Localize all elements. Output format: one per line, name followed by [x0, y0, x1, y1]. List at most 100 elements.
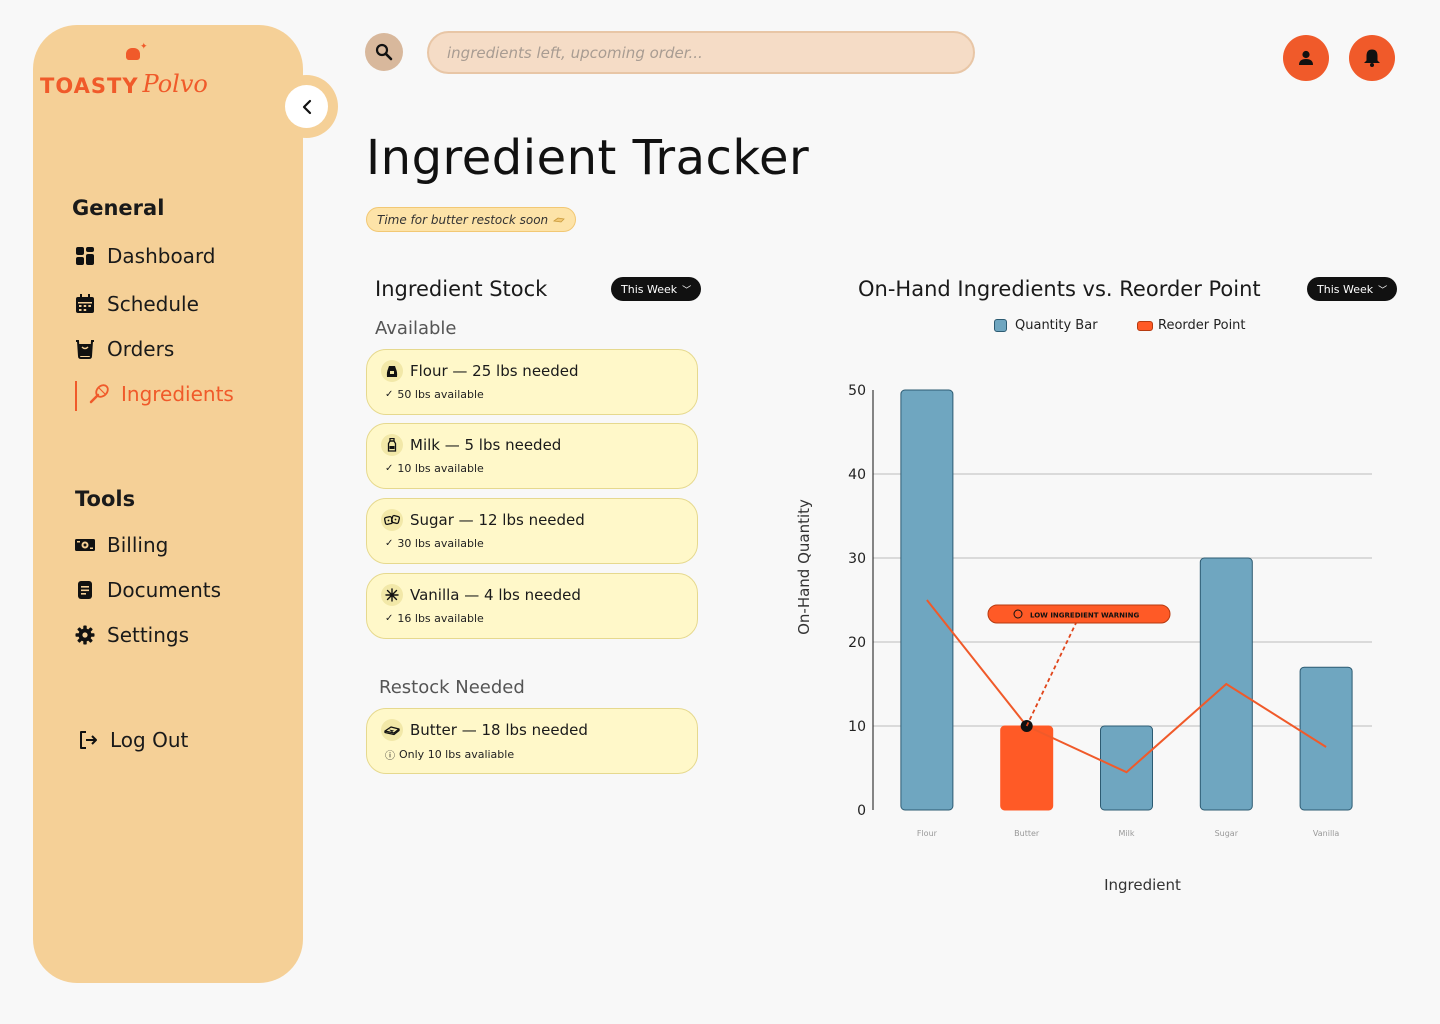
stock-period-dropdown[interactable]: This Week ﹀ — [611, 277, 702, 301]
logout-icon — [75, 727, 101, 753]
general-heading: General — [72, 196, 165, 220]
legend-label-reorder: Reorder Point — [1158, 318, 1246, 333]
bar-vanilla — [1299, 666, 1353, 811]
x-tick-label: Flour — [917, 829, 938, 838]
x-tick-label: Vanilla — [1313, 829, 1339, 838]
gear-icon — [72, 622, 98, 648]
sidebar-item-dashboard[interactable]: Dashboard — [72, 243, 216, 269]
calendar-icon — [72, 291, 98, 317]
ingredient-detail: 10 lbs available — [397, 462, 484, 475]
x-tick-label: Sugar — [1215, 829, 1239, 838]
ingredient-detail: 30 lbs available — [397, 537, 484, 550]
warning-icon — [1013, 609, 1023, 619]
y-tick-label: 50 — [848, 383, 866, 399]
sidebar-item-settings[interactable]: Settings — [72, 622, 189, 648]
bar-butter — [1000, 725, 1054, 811]
ingredient-name: Flour — 25 lbs needed — [410, 362, 579, 380]
restock-notice: Time for butter restock soon — [366, 207, 577, 232]
sidebar-item-label: Documents — [107, 578, 222, 602]
notifications-button[interactable] — [1349, 35, 1395, 81]
restock-heading: Restock Needed — [379, 677, 525, 698]
legend-quantity: Quantity Bar — [994, 318, 1098, 333]
brand-logo[interactable]: TOASTY ✦ Polvo — [40, 42, 208, 98]
sidebar-item-label: Billing — [107, 533, 169, 557]
money-icon — [72, 532, 98, 558]
available-heading: Available — [375, 318, 457, 339]
ingredient-card-milk[interactable]: Milk — 5 lbs needed ✓ 10 lbs available — [366, 423, 698, 489]
y-tick-label: 30 — [848, 551, 866, 567]
sidebar-item-label: Dashboard — [107, 244, 216, 268]
ingredient-card-flour[interactable]: Flour — 25 lbs needed ✓ 50 lbs available — [366, 349, 698, 415]
low-ingredient-warning-badge — [987, 604, 1171, 624]
chevron-left-icon — [302, 99, 311, 114]
logout-button[interactable]: Log Out — [75, 727, 188, 753]
sugar-cubes-icon — [381, 509, 403, 531]
ingredient-chart: LOW INGREDIENT WARNING 0 10 20 30 40 50 Flour B… — [795, 383, 1372, 894]
logout-label: Log Out — [110, 728, 189, 752]
sidebar-item-label: Orders — [107, 337, 175, 361]
ingredient-detail: Only 10 lbs avaliable — [399, 748, 515, 761]
chart-title: On-Hand Ingredients vs. Reorder Point — [858, 277, 1261, 301]
sidebar-item-label: Ingredients — [121, 382, 234, 406]
legend-reorder: Reorder Point — [1137, 318, 1246, 333]
active-indicator — [75, 381, 77, 411]
document-icon — [72, 577, 98, 603]
ingredient-card-sugar[interactable]: Sugar — 12 lbs needed ✓ 30 lbs available — [366, 498, 698, 564]
x-axis-title: Ingredient — [1104, 876, 1181, 894]
checkmark-icon: ✓ — [385, 389, 394, 400]
stock-title: Ingredient Stock — [375, 277, 548, 301]
sidebar-item-ingredients[interactable]: Ingredients — [86, 381, 234, 407]
checkmark-icon: ✓ — [385, 463, 394, 474]
search-icon — [375, 43, 393, 61]
flour-bag-icon — [381, 360, 403, 382]
y-tick-label: 0 — [857, 803, 866, 819]
sidebar-item-label: Schedule — [107, 292, 199, 316]
y-tick-label: 40 — [848, 467, 866, 483]
sidebar-item-orders[interactable]: Orders — [72, 336, 174, 362]
checkmark-icon: ✓ — [385, 613, 394, 624]
ingredient-name: Vanilla — 4 lbs needed — [410, 586, 581, 604]
legend-swatch-reorder — [1137, 320, 1153, 331]
search-button[interactable] — [365, 33, 403, 71]
ingredient-name: Milk — 5 lbs needed — [410, 436, 562, 454]
orders-icon — [72, 336, 98, 362]
page-title: Ingredient Tracker — [366, 130, 810, 186]
sidebar-item-documents[interactable]: Documents — [72, 577, 221, 603]
notice-text: Time for butter restock soon — [377, 212, 549, 227]
ingredient-name: Sugar — 12 lbs needed — [410, 511, 585, 529]
chevron-down-icon: ﹀ — [682, 285, 692, 296]
sidebar-item-schedule[interactable]: Schedule — [72, 291, 199, 317]
annotation-leader — [1025, 622, 1077, 727]
bar-milk — [1100, 725, 1153, 811]
checkmark-icon: ✓ — [385, 538, 394, 549]
dashboard-icon — [72, 243, 98, 269]
sparkle-icon: ✦ — [140, 42, 148, 52]
search-input[interactable] — [427, 31, 975, 74]
stock-period-label: This Week — [621, 282, 678, 296]
sidebar-item-billing[interactable]: Billing — [72, 532, 168, 558]
ingredient-card-vanilla[interactable]: Vanilla — 4 lbs needed ✓ 16 lbs available — [366, 573, 698, 639]
ingredient-detail: 50 lbs available — [397, 388, 484, 401]
butter-icon — [381, 719, 403, 741]
chart-period-dropdown[interactable]: This Week ﹀ — [1307, 277, 1398, 301]
brand-script: Polvo — [142, 70, 208, 98]
toast-icon — [126, 48, 140, 60]
brand-name: TOASTY — [40, 74, 139, 98]
annotation-text: LOW INGREDIENT WARNING — [1030, 612, 1140, 620]
y-tick-label: 10 — [848, 719, 866, 735]
whisk-icon — [86, 381, 112, 407]
chevron-down-icon: ﹀ — [1378, 285, 1388, 296]
tools-heading: Tools — [75, 487, 136, 511]
sidebar-item-label: Settings — [107, 623, 190, 647]
milk-bottle-icon — [381, 434, 403, 456]
profile-button[interactable] — [1283, 35, 1329, 81]
ingredient-detail: 16 lbs available — [397, 612, 484, 625]
ingredient-card-butter[interactable]: Butter — 18 lbs needed ⓘ Only 10 lbs aval… — [366, 708, 698, 774]
legend-label-quantity: Quantity Bar — [1015, 318, 1098, 333]
butter-icon — [553, 217, 565, 222]
y-tick-label: 20 — [848, 635, 866, 651]
y-axis-title: On-Hand Quantity — [795, 499, 813, 635]
legend-swatch-quantity — [994, 319, 1007, 332]
collapse-sidebar-button[interactable] — [285, 85, 328, 128]
reorder-line — [926, 599, 1327, 774]
